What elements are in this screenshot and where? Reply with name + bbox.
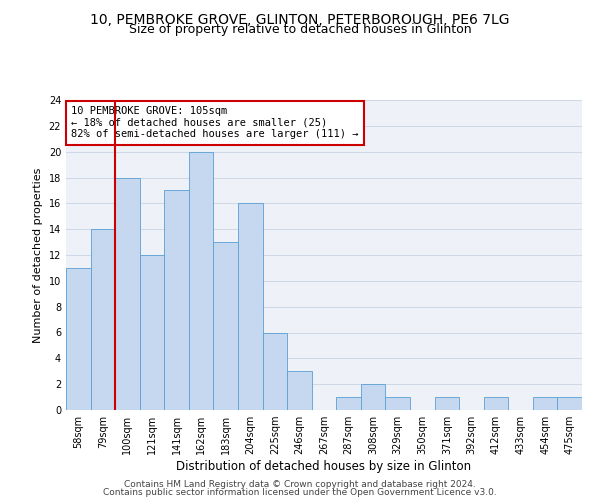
Bar <box>533 397 557 410</box>
Bar <box>164 190 189 410</box>
Bar <box>336 397 361 410</box>
Bar <box>385 397 410 410</box>
Y-axis label: Number of detached properties: Number of detached properties <box>33 168 43 342</box>
Bar <box>91 229 115 410</box>
Bar <box>361 384 385 410</box>
Bar <box>434 397 459 410</box>
Text: 10, PEMBROKE GROVE, GLINTON, PETERBOROUGH, PE6 7LG: 10, PEMBROKE GROVE, GLINTON, PETERBOROUG… <box>90 12 510 26</box>
Text: 10 PEMBROKE GROVE: 105sqm
← 18% of detached houses are smaller (25)
82% of semi-: 10 PEMBROKE GROVE: 105sqm ← 18% of detac… <box>71 106 359 140</box>
Bar <box>189 152 214 410</box>
Bar <box>214 242 238 410</box>
Text: Contains HM Land Registry data © Crown copyright and database right 2024.: Contains HM Land Registry data © Crown c… <box>124 480 476 489</box>
Text: Size of property relative to detached houses in Glinton: Size of property relative to detached ho… <box>128 22 472 36</box>
Bar <box>140 255 164 410</box>
Bar <box>484 397 508 410</box>
Bar <box>115 178 140 410</box>
Bar <box>66 268 91 410</box>
Bar <box>287 371 312 410</box>
X-axis label: Distribution of detached houses by size in Glinton: Distribution of detached houses by size … <box>176 460 472 473</box>
Bar <box>263 332 287 410</box>
Bar <box>238 204 263 410</box>
Bar <box>557 397 582 410</box>
Text: Contains public sector information licensed under the Open Government Licence v3: Contains public sector information licen… <box>103 488 497 497</box>
